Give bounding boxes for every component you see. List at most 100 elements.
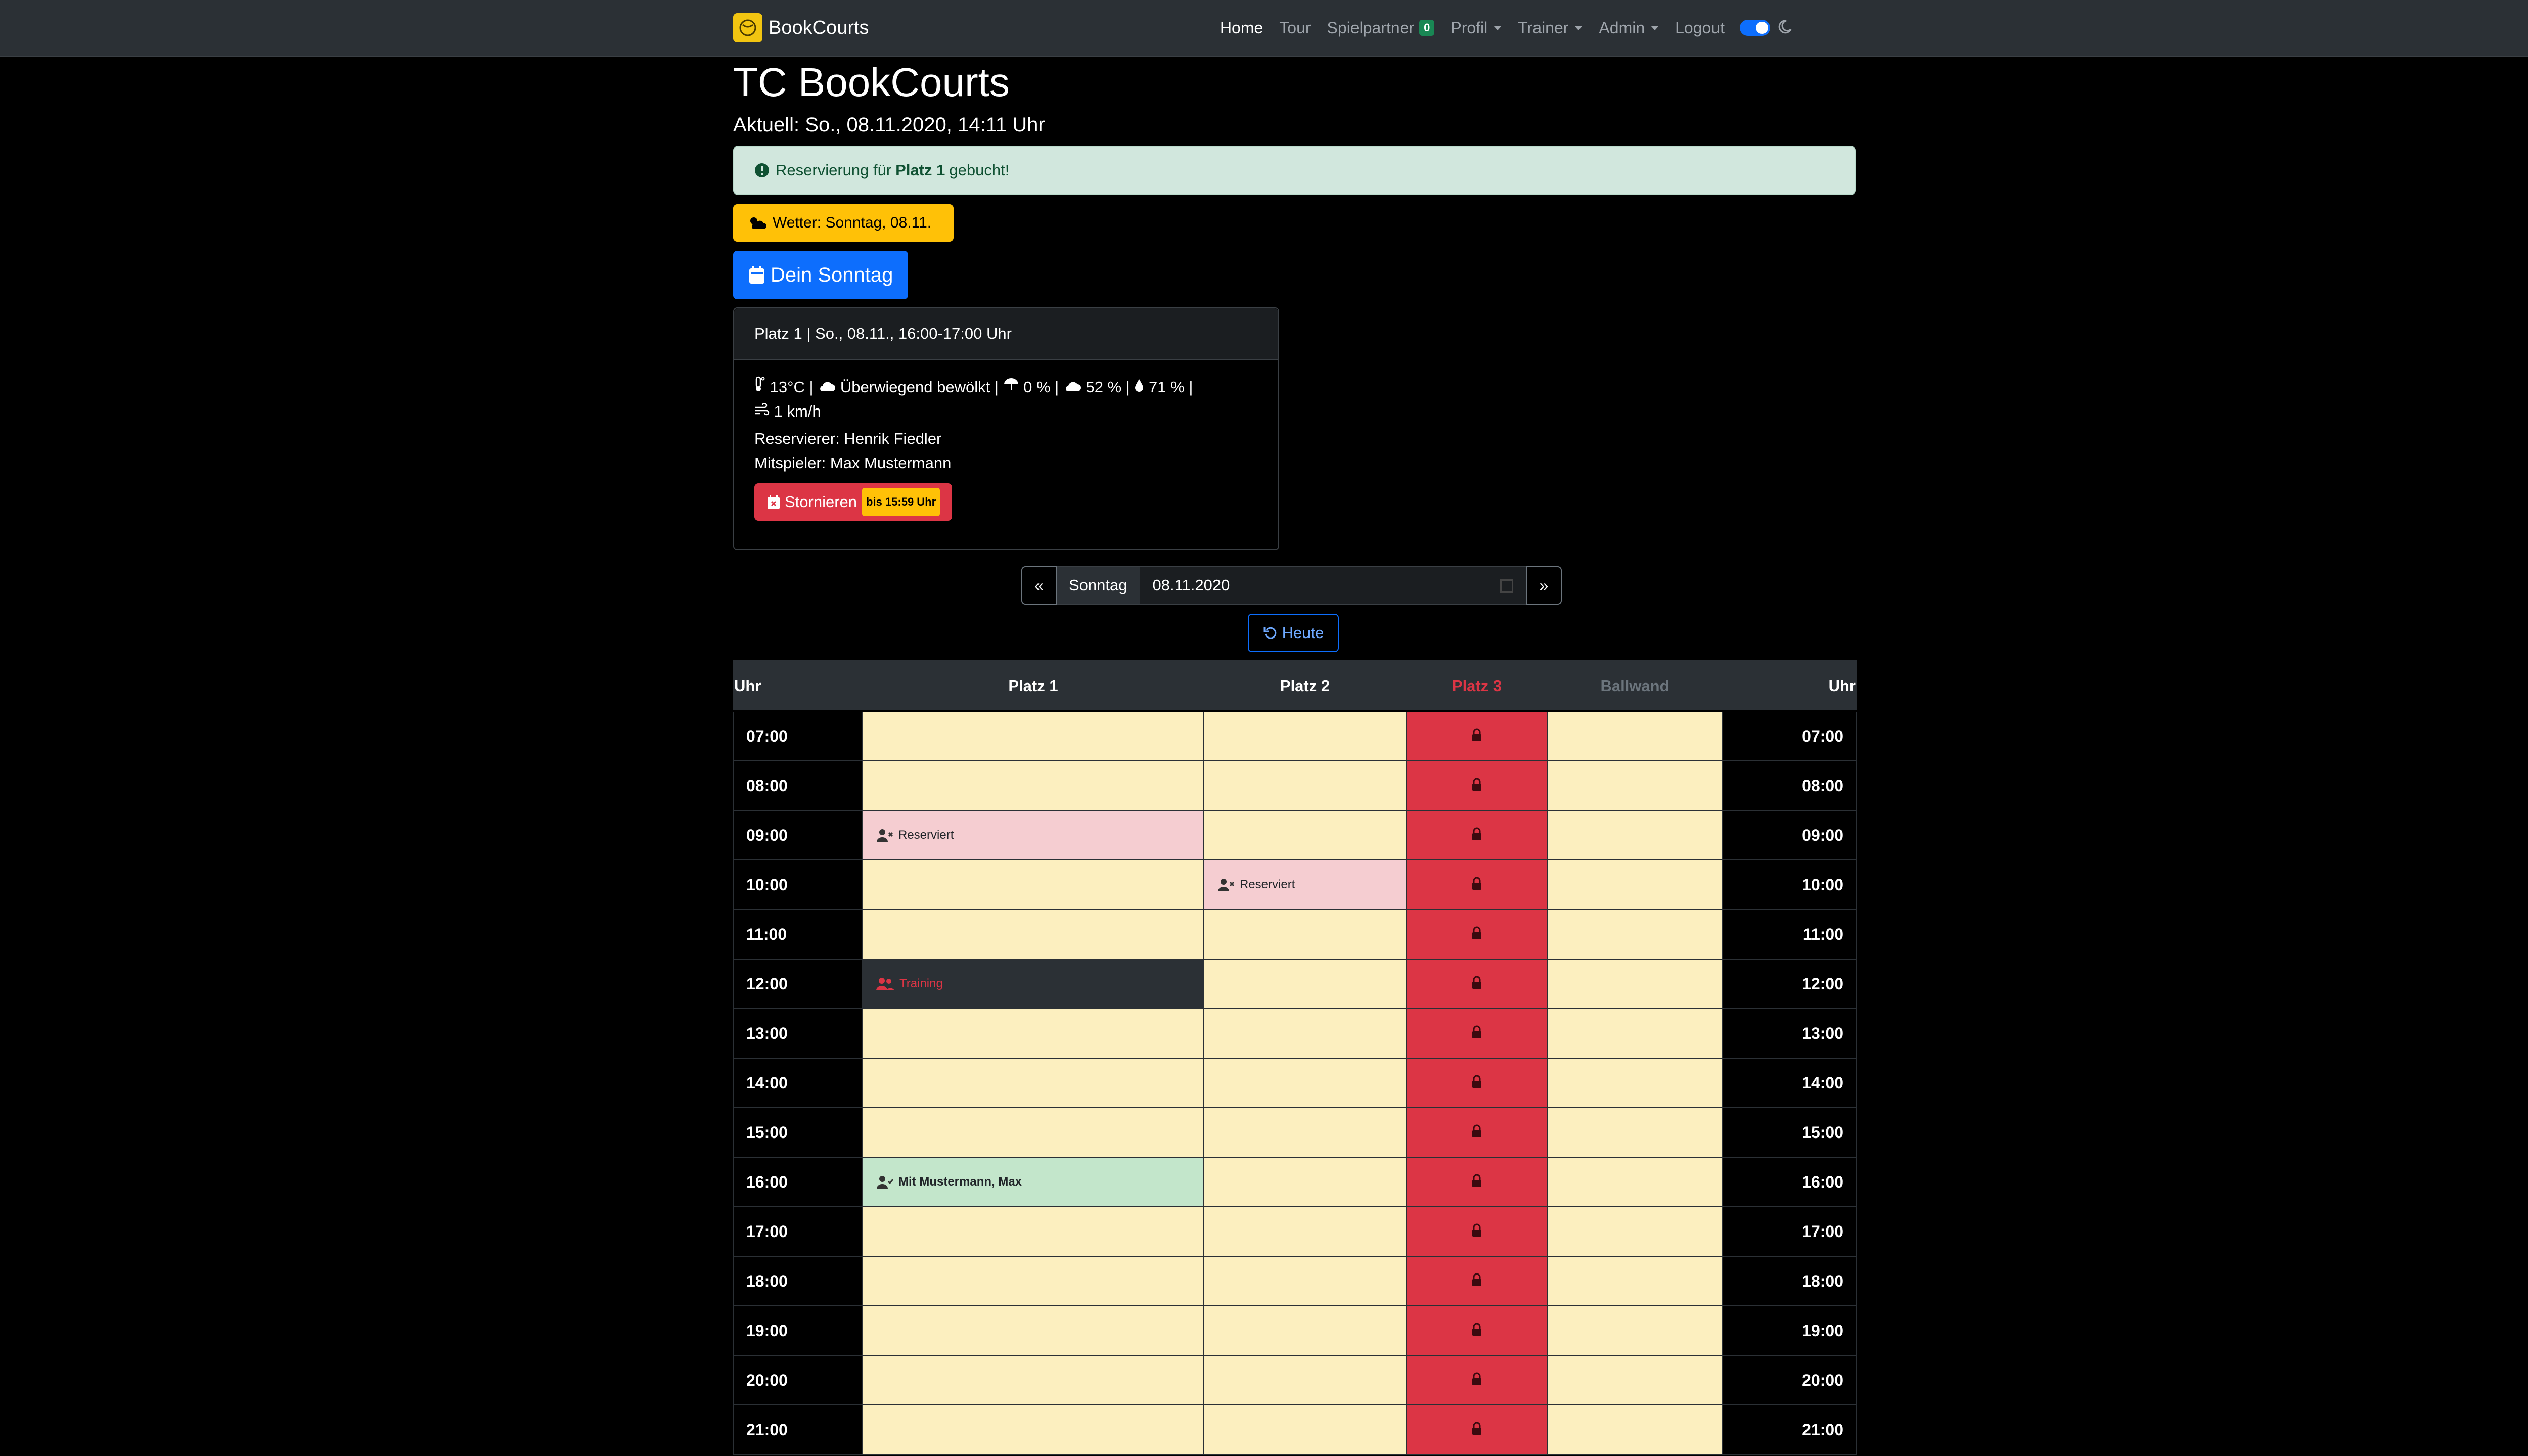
schedule-row: 10:00 Reserviert 10:00	[733, 859, 1857, 910]
lock-icon	[1472, 1323, 1481, 1336]
my-day-button-label: Dein Sonntag	[771, 263, 893, 286]
free-slot-ballwand[interactable]	[1547, 959, 1723, 1009]
dark-mode-toggle[interactable]	[1740, 20, 1770, 36]
free-slot-platz-2[interactable]	[1203, 1008, 1407, 1059]
free-slot-platz-1[interactable]	[862, 1256, 1204, 1306]
free-slot-platz-2[interactable]	[1203, 959, 1407, 1009]
free-slot-platz-2[interactable]	[1203, 1355, 1407, 1405]
schedule-row: 12:00 Training 12:00	[733, 959, 1857, 1009]
free-slot-platz-2[interactable]	[1203, 1305, 1407, 1356]
schedule-row: 16:00 Mit Mustermann, Max 16:00	[733, 1157, 1857, 1207]
free-slot-ballwand[interactable]	[1547, 1107, 1723, 1158]
reserved-slot[interactable]: Reserviert	[1203, 859, 1407, 910]
col-header-platz-1: Platz 1	[862, 660, 1204, 712]
free-slot-ballwand[interactable]	[1547, 760, 1723, 811]
nav-admin-label: Admin	[1599, 18, 1645, 37]
free-slot-platz-2[interactable]	[1203, 1107, 1407, 1158]
free-slot-ballwand[interactable]	[1547, 1008, 1723, 1059]
free-slot-platz-2[interactable]	[1203, 760, 1407, 811]
schedule-row: 08:00 08:00	[733, 760, 1857, 811]
free-slot-ballwand[interactable]	[1547, 1206, 1723, 1257]
free-slot-platz-2[interactable]	[1203, 1058, 1407, 1108]
free-slot-platz-1[interactable]	[862, 1305, 1204, 1356]
time-cell: 14:00	[733, 1058, 863, 1108]
calendar-picker-icon[interactable]	[1500, 579, 1513, 593]
lock-icon	[1472, 1075, 1481, 1088]
free-slot-platz-2[interactable]	[1203, 909, 1407, 960]
free-slot-platz-1[interactable]	[862, 859, 1204, 910]
free-slot-platz-1[interactable]	[862, 711, 1204, 761]
free-slot-ballwand[interactable]	[1547, 1256, 1723, 1306]
free-slot-platz-1[interactable]	[862, 1206, 1204, 1257]
nav-home[interactable]: Home	[1220, 19, 1263, 37]
user-x-icon	[1218, 879, 1235, 891]
locked-slot-platz-3	[1406, 711, 1548, 761]
time-cell: 12:00	[1722, 959, 1857, 1009]
nav-profil-dropdown[interactable]: Profil	[1451, 19, 1502, 37]
free-slot-ballwand[interactable]	[1547, 711, 1723, 761]
humidity: 71 % |	[1149, 378, 1193, 396]
free-slot-ballwand[interactable]	[1547, 810, 1723, 860]
today-button[interactable]: Heute	[1248, 614, 1339, 652]
own-booking-slot[interactable]: Mit Mustermann, Max	[862, 1157, 1204, 1207]
free-slot-platz-2[interactable]	[1203, 1206, 1407, 1257]
partner: Mitspieler: Max Mustermann	[754, 454, 952, 472]
prev-day-button[interactable]: «	[1021, 566, 1057, 605]
free-slot-platz-2[interactable]	[1203, 711, 1407, 761]
booking-card-body: 13°C | Überwiegend bewölkt | 0 % | 52 % …	[734, 360, 1278, 536]
time-cell: 08:00	[1722, 760, 1857, 811]
locked-slot-platz-3	[1406, 760, 1548, 811]
free-slot-ballwand[interactable]	[1547, 909, 1723, 960]
free-slot-ballwand[interactable]	[1547, 1157, 1723, 1207]
nav-logout[interactable]: Logout	[1675, 19, 1725, 37]
free-slot-platz-2[interactable]	[1203, 810, 1407, 860]
locked-slot-platz-3	[1406, 1157, 1548, 1207]
time-cell: 14:00	[1722, 1058, 1857, 1108]
free-slot-ballwand[interactable]	[1547, 1404, 1723, 1455]
brand-link[interactable]: BookCourts	[733, 13, 869, 42]
lock-icon	[1472, 926, 1481, 939]
training-slot[interactable]: Training	[862, 959, 1204, 1009]
nav-spielpartner[interactable]: Spielpartner 0	[1327, 19, 1435, 37]
locked-slot-platz-3	[1406, 1107, 1548, 1158]
free-slot-platz-2[interactable]	[1203, 1157, 1407, 1207]
lock-icon	[1472, 1273, 1481, 1286]
free-slot-ballwand[interactable]	[1547, 1355, 1723, 1405]
nav-admin-dropdown[interactable]: Admin	[1599, 19, 1659, 37]
free-slot-ballwand[interactable]	[1547, 1305, 1723, 1356]
schedule-row: 18:00 18:00	[733, 1256, 1857, 1306]
nav-logout-label: Logout	[1675, 18, 1725, 37]
free-slot-platz-2[interactable]	[1203, 1404, 1407, 1455]
time-cell: 19:00	[1722, 1305, 1857, 1356]
col-header-time-left: Uhr	[733, 660, 863, 712]
locked-slot-platz-3	[1406, 1404, 1548, 1455]
nav-tour-label: Tour	[1279, 18, 1311, 37]
free-slot-platz-1[interactable]	[862, 1107, 1204, 1158]
free-slot-platz-1[interactable]	[862, 1355, 1204, 1405]
free-slot-platz-2[interactable]	[1203, 1256, 1407, 1306]
date-input[interactable]: 08.11.2020	[1139, 566, 1526, 605]
lock-icon	[1472, 1124, 1481, 1138]
my-day-button[interactable]: Dein Sonntag	[733, 251, 908, 299]
nav-trainer-dropdown[interactable]: Trainer	[1518, 19, 1583, 37]
free-slot-ballwand[interactable]	[1547, 859, 1723, 910]
cancel-button[interactable]: Stornieren bis 15:59 Uhr	[754, 483, 953, 521]
free-slot-platz-1[interactable]	[862, 1058, 1204, 1108]
wind-line: 1 km/h	[754, 399, 1258, 424]
time-cell: 20:00	[1722, 1355, 1857, 1405]
free-slot-platz-1[interactable]	[862, 760, 1204, 811]
free-slot-ballwand[interactable]	[1547, 1058, 1723, 1108]
schedule-row: 07:00 07:00	[733, 711, 1857, 761]
nav-tour[interactable]: Tour	[1279, 19, 1311, 37]
free-slot-platz-1[interactable]	[862, 1008, 1204, 1059]
weather-button[interactable]: Wetter: Sonntag, 08.11.	[733, 204, 954, 242]
reserved-slot[interactable]: Reserviert	[862, 810, 1204, 860]
next-day-button[interactable]: »	[1526, 566, 1562, 605]
locked-slot-platz-3	[1406, 959, 1548, 1009]
time-cell: 18:00	[1722, 1256, 1857, 1306]
page-title: TC BookCourts	[733, 60, 1010, 105]
free-slot-platz-1[interactable]	[862, 1404, 1204, 1455]
time-cell: 11:00	[733, 909, 863, 960]
slot-content: Training	[863, 977, 1203, 991]
free-slot-platz-1[interactable]	[862, 909, 1204, 960]
